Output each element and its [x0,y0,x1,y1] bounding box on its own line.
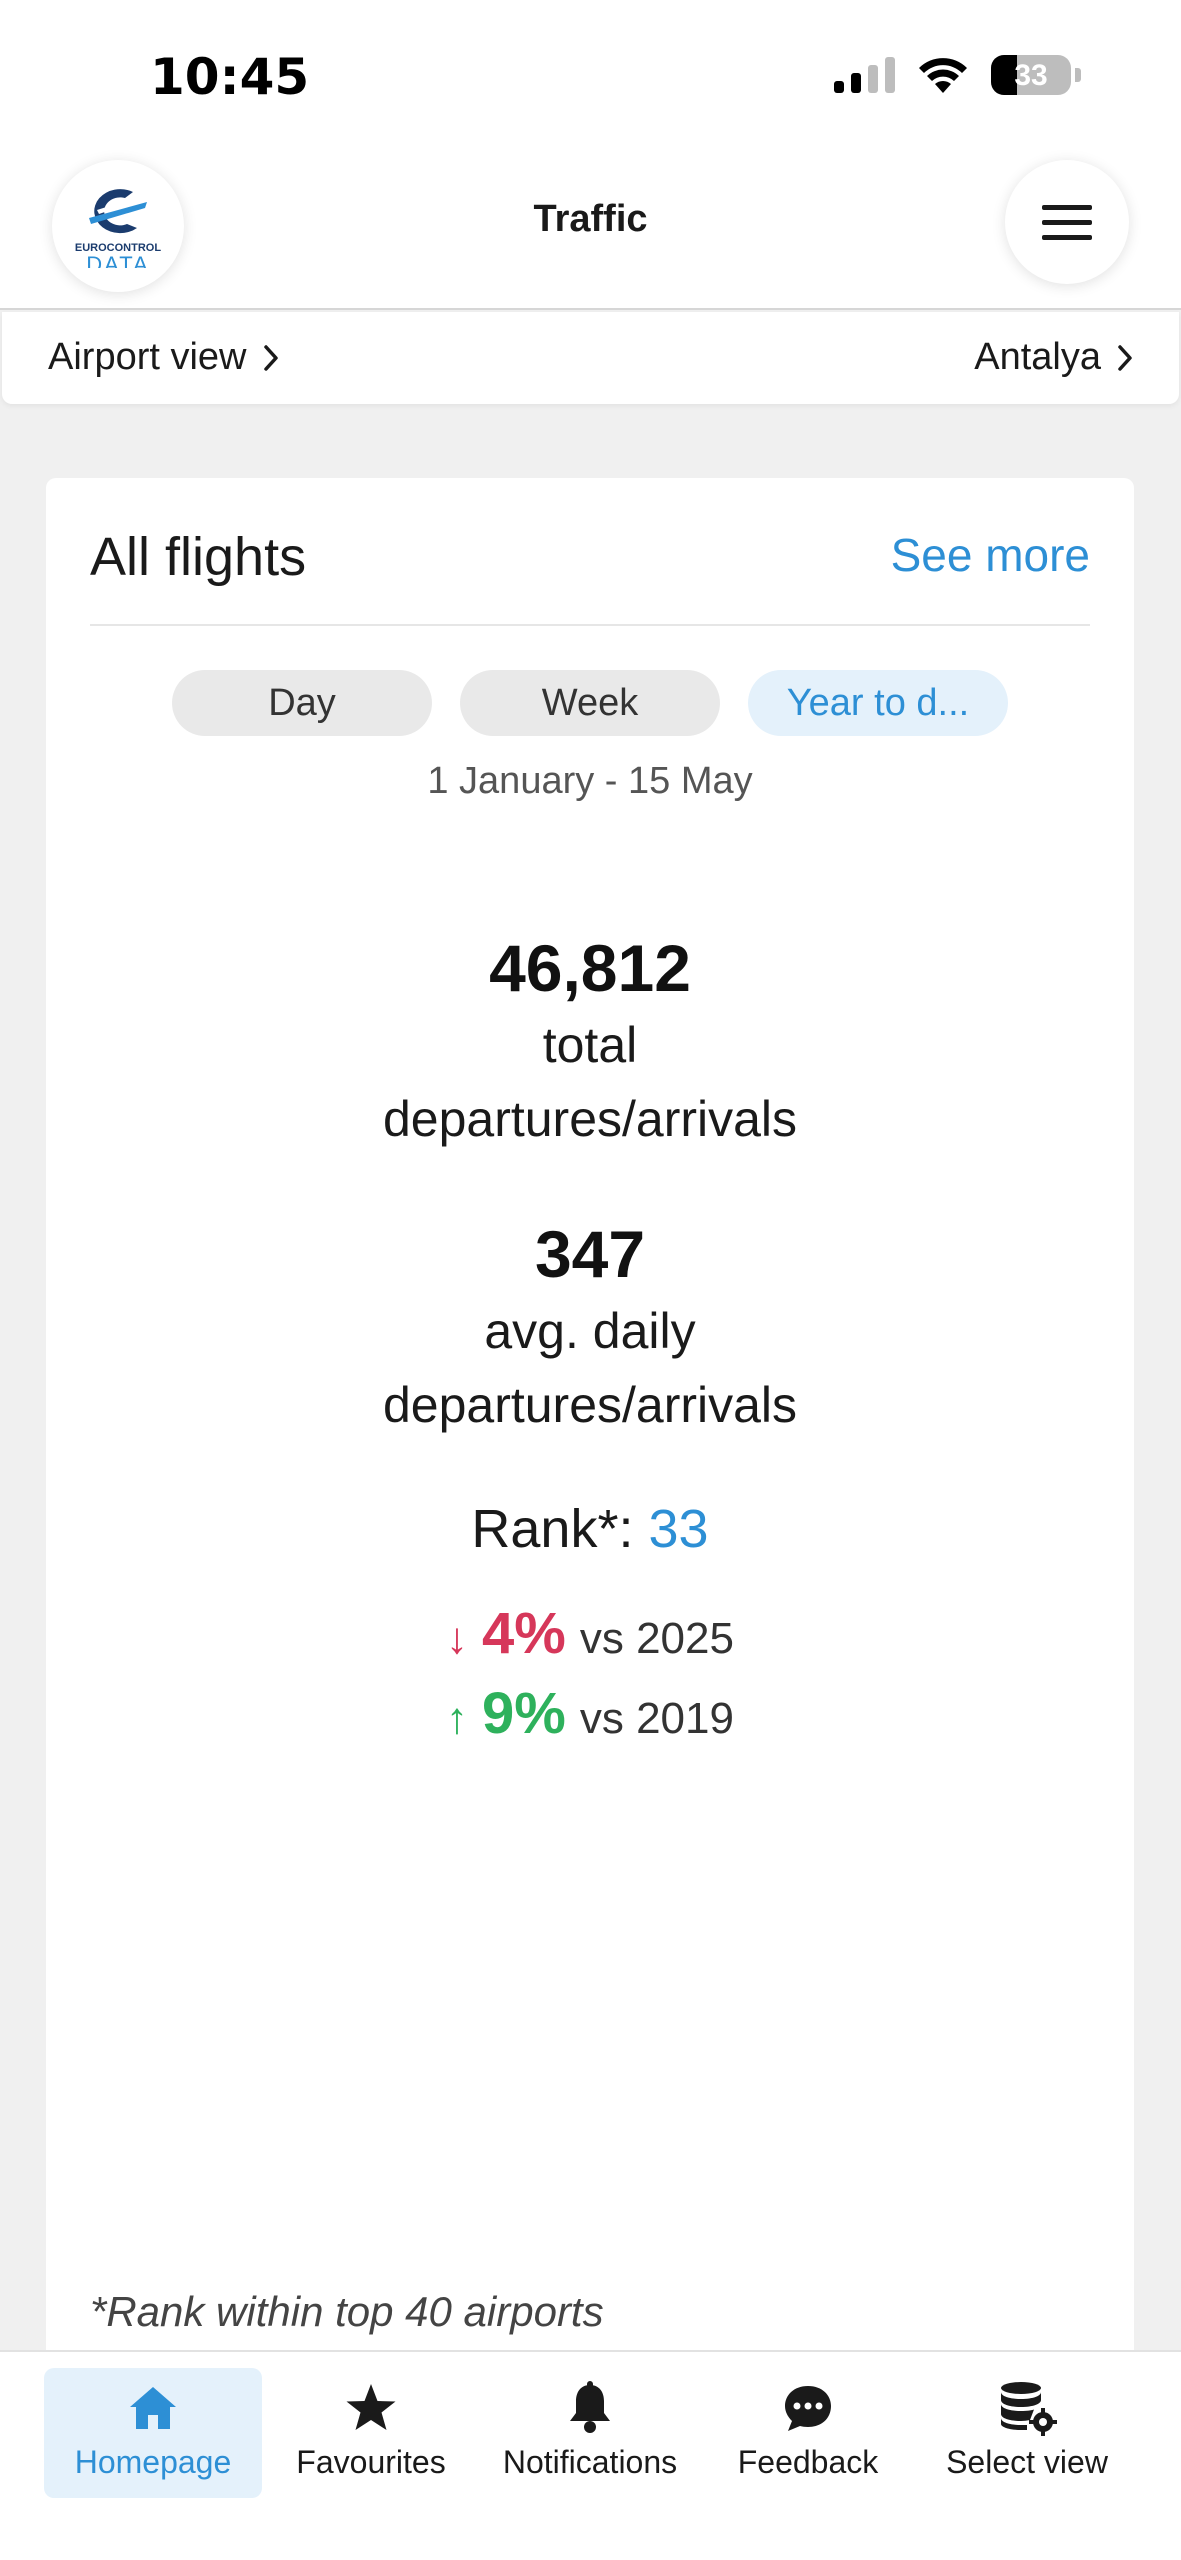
change-percent: 4% [482,1601,566,1666]
view-selector-bar: Airport view Antalya [2,312,1179,404]
wifi-icon [919,58,967,93]
airport-name: Antalya [974,336,1101,378]
home-icon [130,2387,176,2429]
avg-daily-value: 347 [534,1217,646,1291]
total-flights-stat: 46,812 total departures/arrivals [46,928,1134,1156]
battery-icon: 33 [991,55,1071,95]
battery-percentage: 33 [1014,59,1048,92]
total-flights-label-line1: total [542,1017,638,1073]
nav-select-view[interactable]: Select view [918,2368,1136,2498]
eurocontrol-logo-icon [89,189,147,234]
total-flights-label-line2: departures/arrivals [382,1091,798,1147]
nav-feedback[interactable]: Feedback [699,2368,917,2498]
airport-view-link[interactable]: Airport view [48,336,279,379]
page-title: Traffic [533,198,648,240]
hamburger-icon-bar [1042,234,1092,240]
hamburger-icon-bar [1042,204,1092,210]
arrow-down-icon: ↓ [446,1614,469,1663]
star-icon [346,2384,396,2430]
rank-label: Rank*: [471,1499,634,1559]
tab-week[interactable]: Week [460,670,720,736]
avg-daily-stat: 347 avg. daily departures/arrivals [46,1214,1134,1442]
chevron-right-icon [263,344,278,371]
bottom-navigation: Homepage Favourites Notifications [0,2350,1181,2560]
period-tabs: Day Week Year to d... [46,670,1134,736]
rank-line: Rank*: 33 [46,1498,1134,1560]
divider [90,624,1090,626]
status-time: 10:45 [150,48,310,106]
nav-favourites[interactable]: Favourites [262,2368,480,2498]
change-vs-2025: ↓ 4% vs 2025 [46,1600,1134,1667]
logo-subtext: DATA [86,252,150,268]
app-header: EUROCONTROL DATA Traffic [0,150,1181,310]
chevron-right-icon [1118,344,1132,371]
arrow-up-icon: ↑ [446,1694,469,1743]
nav-notifications[interactable]: Notifications [481,2368,699,2498]
card-title: All flights [90,527,307,587]
status-icons: 33 [834,55,1081,95]
rank-footnote: *Rank within top 40 airports [90,2288,604,2335]
airport-selector-link[interactable]: Antalya [974,336,1133,379]
rank-value: 33 [648,1499,709,1559]
change-comparison: vs 2019 [579,1694,734,1743]
nav-homepage[interactable]: Homepage [44,2368,262,2498]
nav-label: Notifications [502,2444,678,2480]
all-flights-card: All flights See more Day Week Year to d.… [46,478,1134,2378]
database-gear-icon [1001,2382,1057,2436]
logo-text: EUROCONTROL [74,242,162,254]
status-bar: 10:45 33 [0,0,1181,150]
nav-label: Select view [946,2444,1108,2480]
nav-label: Feedback [737,2444,879,2480]
nav-label: Favourites [296,2444,446,2480]
total-flights-value: 46,812 [489,931,691,1005]
change-comparison: vs 2025 [579,1614,734,1663]
chat-bubble-icon [785,2386,831,2431]
see-more-link[interactable]: See more [890,529,1090,581]
battery-cap [1075,68,1081,82]
nav-label: Homepage [74,2444,232,2480]
tab-year-to-date[interactable]: Year to d... [748,670,1008,736]
change-percent: 9% [482,1681,566,1746]
bell-icon [570,2381,610,2433]
cellular-signal-icon [834,57,895,93]
eurocontrol-logo-button[interactable]: EUROCONTROL DATA [52,160,184,292]
change-vs-2019: ↑ 9% vs 2019 [46,1680,1134,1747]
hamburger-icon-bar [1042,219,1092,225]
hamburger-menu-button[interactable] [1005,160,1129,284]
airport-view-label: Airport view [48,336,247,378]
tab-day[interactable]: Day [172,670,432,736]
avg-daily-label-line1: avg. daily [484,1303,696,1359]
avg-daily-label-line2: departures/arrivals [382,1377,798,1433]
date-range: 1 January - 15 May [427,760,753,802]
